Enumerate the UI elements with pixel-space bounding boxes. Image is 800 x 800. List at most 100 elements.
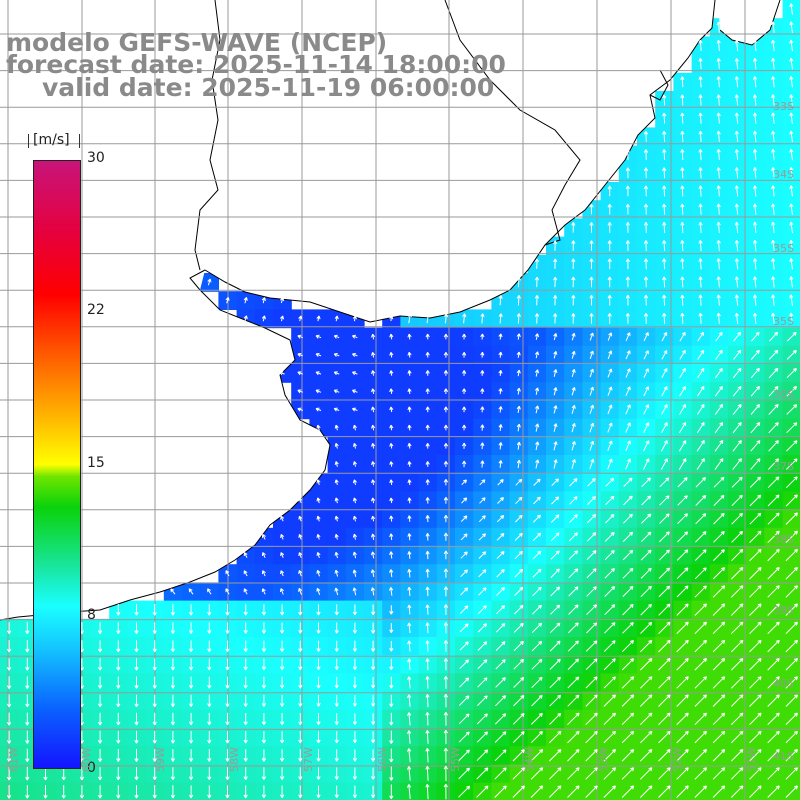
wind-arrow xyxy=(170,731,176,744)
wind-arrow xyxy=(261,713,267,726)
wind-arrow xyxy=(712,658,726,671)
wind-arrow xyxy=(662,185,667,197)
wind-arrow xyxy=(567,622,579,634)
wind-arrow xyxy=(676,658,689,671)
wind-arrow xyxy=(749,512,762,525)
wind-arrow xyxy=(662,276,667,288)
wind-arrow xyxy=(152,767,157,781)
wind-arrow xyxy=(407,515,412,522)
wind-arrow xyxy=(789,94,794,106)
river-uruguay xyxy=(194,0,221,271)
wind-arrow xyxy=(279,622,285,634)
wind-arrow xyxy=(516,387,521,395)
wind-arrow xyxy=(716,112,721,124)
wind-arrow xyxy=(498,442,503,450)
wind-arrow xyxy=(604,568,615,579)
wind-arrow xyxy=(549,694,562,707)
wind-arrow xyxy=(352,695,358,707)
wind-arrow xyxy=(495,695,507,707)
wind-arrow xyxy=(625,294,630,306)
wind-arrow xyxy=(680,185,685,197)
colorbar-tick-0: 0 xyxy=(87,760,96,776)
wind-arrow xyxy=(643,240,649,252)
wind-arrow xyxy=(207,712,212,726)
wind-arrow xyxy=(389,424,394,431)
wind-arrow xyxy=(389,748,394,763)
wind-arrow xyxy=(730,603,744,616)
wind-arrow xyxy=(550,604,561,615)
wind-arrow xyxy=(785,603,798,616)
wind-arrow xyxy=(243,297,248,304)
wind-arrow xyxy=(676,749,689,762)
wind-arrow xyxy=(6,712,12,726)
wind-arrow xyxy=(512,785,525,798)
wind-arrow xyxy=(476,713,488,725)
wind-arrow xyxy=(443,478,449,486)
wind-arrow xyxy=(716,240,721,252)
wind-arrow xyxy=(696,440,705,452)
wind-arrow xyxy=(640,639,653,653)
wind-arrow xyxy=(479,479,486,486)
wind-arrow xyxy=(785,512,798,525)
wind-arrow xyxy=(513,695,525,707)
wind-arrow xyxy=(621,694,635,707)
wind-arrow xyxy=(694,767,707,780)
wind-arrow xyxy=(261,588,266,595)
wind-arrow xyxy=(225,676,230,689)
wind-arrow xyxy=(352,315,357,322)
wind-arrow xyxy=(279,731,285,744)
wind-arrow xyxy=(371,424,376,431)
wind-arrow xyxy=(752,76,758,88)
wind-arrow xyxy=(514,532,523,541)
wind-arrow xyxy=(512,767,525,780)
wind-arrow xyxy=(680,149,685,161)
wind-arrow xyxy=(334,695,339,707)
wind-arrow xyxy=(639,767,653,780)
wind-arrow xyxy=(589,294,594,306)
wind-arrow xyxy=(749,712,762,726)
wind-arrow xyxy=(767,712,780,726)
wind-arrow xyxy=(749,476,761,488)
wind-arrow xyxy=(530,731,543,744)
wind-arrow xyxy=(134,767,139,781)
wind-arrow xyxy=(389,333,394,340)
wind-arrow xyxy=(659,513,670,524)
coastline-uruguay xyxy=(204,0,716,323)
wind-arrow xyxy=(534,333,540,340)
wind-arrow xyxy=(316,479,321,486)
wind-arrow xyxy=(643,422,650,433)
wind-arrow xyxy=(459,623,469,633)
wind-arrow xyxy=(716,276,721,288)
wind-arrow xyxy=(604,586,616,597)
wind-arrow xyxy=(712,785,726,798)
wind-arrow xyxy=(603,767,616,780)
wind-arrow xyxy=(567,749,580,762)
wind-arrow xyxy=(334,785,339,799)
wind-arrow xyxy=(607,440,613,451)
wind-arrow xyxy=(333,353,340,357)
wind-arrow xyxy=(407,551,412,559)
wind-arrow xyxy=(352,407,358,412)
wind-arrow xyxy=(389,676,394,689)
wind-arrow xyxy=(749,676,762,689)
wind-arrow xyxy=(550,550,560,560)
wind-arrow xyxy=(389,533,394,541)
wind-arrow xyxy=(585,712,598,726)
wind-arrow xyxy=(549,658,561,670)
wind-arrow xyxy=(658,658,671,671)
wind-arrow xyxy=(789,112,794,124)
wind-arrow xyxy=(261,604,267,616)
wind-arrow xyxy=(534,276,540,288)
wind-arrow xyxy=(225,570,230,577)
wind-arrow xyxy=(698,240,703,252)
wind-arrow xyxy=(712,712,726,726)
wind-arrow xyxy=(262,552,266,558)
wind-arrow xyxy=(425,694,430,708)
wind-arrow xyxy=(603,712,616,726)
wind-arrow xyxy=(225,731,230,744)
wind-arrow xyxy=(298,587,303,595)
wind-arrow xyxy=(680,312,685,324)
wind-arrow xyxy=(425,730,430,744)
wind-arrow xyxy=(767,512,780,525)
wind-arrow xyxy=(585,640,598,652)
